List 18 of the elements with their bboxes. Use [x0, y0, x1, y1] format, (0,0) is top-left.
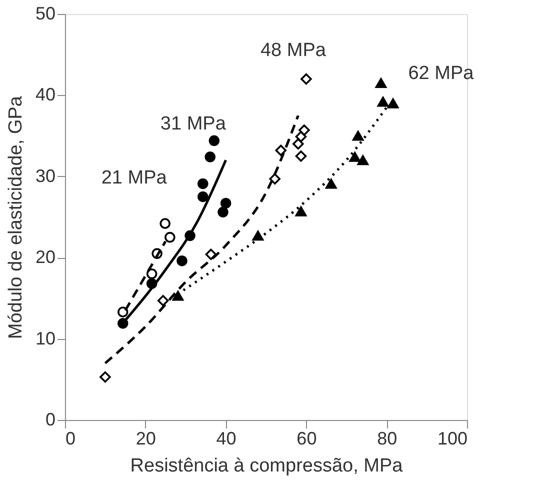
x-tick-label: 20	[136, 428, 156, 448]
x-tick-label: 100	[437, 428, 468, 448]
x-tick-label: 60	[296, 428, 317, 448]
series-label: 48 MPa	[260, 40, 326, 61]
series-label: 62 MPa	[408, 63, 474, 84]
y-axis-title: Módulo de elasticidade, GPa	[5, 96, 26, 339]
series-label: 31 MPa	[160, 114, 226, 135]
x-tick-label: 40	[216, 428, 236, 448]
x-tick-label: 80	[377, 428, 398, 448]
y-tick-label: 30	[35, 166, 56, 186]
x-tick-label: 0	[66, 428, 76, 448]
y-tick-label: 50	[35, 4, 56, 24]
y-tick-label: 20	[35, 247, 56, 268]
y-tick-label: 10	[35, 328, 56, 348]
series-label: 21 MPa	[101, 167, 168, 188]
y-tick-label: 40	[35, 84, 56, 105]
y-tick-label: 0	[45, 410, 56, 430]
x-axis-title: Resistência à compressão, MPa	[130, 456, 404, 476]
